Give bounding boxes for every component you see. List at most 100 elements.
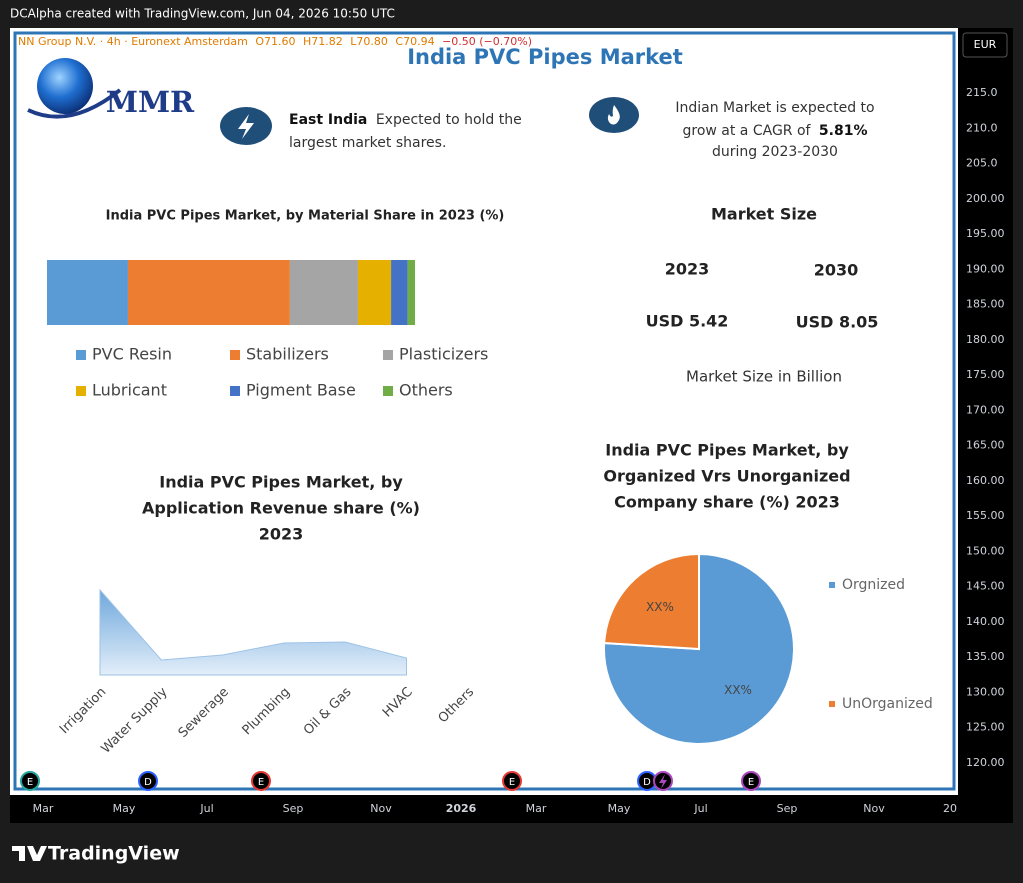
price-label: 165.00 xyxy=(966,439,1005,452)
time-label: 20 xyxy=(943,802,957,815)
pie-slice xyxy=(603,552,700,651)
event-marker xyxy=(20,771,40,791)
market-year: 2023 xyxy=(665,260,710,279)
price-label: 135.00 xyxy=(966,650,1005,663)
material-chart: PVC Resin Stabilizers Plasticizers Lubrican… xyxy=(47,260,488,400)
time-label: Sep xyxy=(283,802,304,815)
market-size-note: Market Size in Billion xyxy=(686,368,842,386)
time-label: Sep xyxy=(777,802,798,815)
callout-bold: 5.81% xyxy=(819,123,868,139)
high: H71.82 xyxy=(303,35,343,48)
legend-line: NN Group N.V. · 4h · Euronext Amsterdam … xyxy=(18,35,532,48)
legend-swatch xyxy=(383,386,393,396)
event-marker xyxy=(502,771,522,791)
event-marker xyxy=(138,771,158,791)
event-icon xyxy=(659,774,667,789)
logo-globe xyxy=(37,58,93,114)
bar-segment xyxy=(47,260,128,325)
bar-segment xyxy=(391,260,408,325)
price-label: 140.00 xyxy=(966,615,1005,628)
chart-title: Company share (%) 2023 xyxy=(614,493,840,512)
infographic-border xyxy=(13,31,956,791)
bolt-icon xyxy=(238,114,254,139)
legend-swatch xyxy=(230,350,240,360)
symbol: NN Group N.V. · 4h · Euronext Amsterdam xyxy=(18,35,248,48)
time-label: Nov xyxy=(370,802,392,815)
legend-label: UnOrganized xyxy=(842,696,933,712)
market-size-title: Market Size xyxy=(711,205,817,224)
low: L70.80 xyxy=(350,35,388,48)
price-label: 180.00 xyxy=(966,333,1005,346)
event-label: E xyxy=(748,777,754,788)
event-label: D xyxy=(144,777,152,788)
legend-label: Stabilizers xyxy=(246,345,329,364)
company-chart: India PVC Pipes Market, by Organized Vrs … xyxy=(603,441,933,745)
close: C70.94 xyxy=(395,35,434,48)
event-label: E xyxy=(27,777,33,788)
event-marker xyxy=(741,771,761,791)
legend-label: PVC Resin xyxy=(92,345,172,364)
price-label: 155.00 xyxy=(966,509,1005,522)
legend-swatch xyxy=(829,582,835,588)
price-label: 210.0 xyxy=(966,121,998,134)
currency-button[interactable] xyxy=(962,32,1008,58)
market-value: USD 8.05 xyxy=(796,313,879,332)
footer: TradingView xyxy=(12,843,180,865)
time-label: May xyxy=(608,802,631,815)
callout-line: during 2023-2030 xyxy=(712,144,838,160)
time-label: Jul xyxy=(199,802,213,815)
callout-region: East India Expected to hold the largest … xyxy=(220,107,522,151)
pie-label: XX% xyxy=(724,683,752,697)
legend-label: Others xyxy=(399,381,453,400)
callout-line: Indian Market is expected to xyxy=(675,100,874,116)
legend-label: Pigment Base xyxy=(246,381,356,400)
price-label: 215.0 xyxy=(966,86,998,99)
price-label: 200.00 xyxy=(966,192,1005,205)
price-label: 120.00 xyxy=(966,756,1005,769)
legend-label: Lubricant xyxy=(92,381,167,400)
logo-text: MMR xyxy=(106,85,195,119)
time-label: Nov xyxy=(863,802,885,815)
callout-text: grow at a CAGR of xyxy=(682,123,811,139)
time-label: 2026 xyxy=(446,802,477,815)
infographic-title: India PVC Pipes Market xyxy=(407,45,683,69)
legend-swatch xyxy=(76,350,86,360)
price-label: 160.00 xyxy=(966,474,1005,487)
price-axis-labels: 215.0 210.0 205.0 200.00 195.00 190.00 185.00 1… xyxy=(966,86,1005,769)
brand-name: TradingView xyxy=(48,843,180,865)
callout-bold: East India xyxy=(289,112,367,128)
price-label: 195.00 xyxy=(966,227,1005,240)
logo-swoosh xyxy=(27,88,122,119)
callout-cagr: Indian Market is expected to grow at a C… xyxy=(589,97,875,160)
price-label: 145.00 xyxy=(966,580,1005,593)
price-label: 175.00 xyxy=(966,368,1005,381)
currency[interactable]: EUR xyxy=(974,38,997,51)
change: −0.50 (−0.70%) xyxy=(442,35,532,48)
price-label: 185.00 xyxy=(966,298,1005,311)
pie-slice xyxy=(603,552,795,745)
time-label: May xyxy=(113,802,136,815)
time-label: Mar xyxy=(33,802,54,815)
market-year: 2030 xyxy=(814,261,859,280)
logo: MMR xyxy=(27,58,195,119)
pie-label: XX% xyxy=(646,600,674,614)
area xyxy=(99,588,407,676)
legend-swatch xyxy=(76,386,86,396)
brand-logo xyxy=(12,846,47,861)
material-chart-title: India PVC Pipes Market, by Material Shar… xyxy=(106,209,505,224)
chart-title: Application Revenue share (%) xyxy=(142,499,420,518)
price-label: 150.00 xyxy=(966,544,1005,557)
event-label: E xyxy=(509,777,515,788)
bar-segment xyxy=(289,260,358,325)
legend-swatch xyxy=(829,701,835,707)
bar-segment xyxy=(407,260,415,325)
event-label: D xyxy=(643,777,651,788)
event-marker xyxy=(251,771,271,791)
chart-title: 2023 xyxy=(259,525,304,544)
legend-label: Orgnized xyxy=(842,577,905,593)
time-label: Jul xyxy=(693,802,707,815)
legend-swatch xyxy=(383,350,393,360)
